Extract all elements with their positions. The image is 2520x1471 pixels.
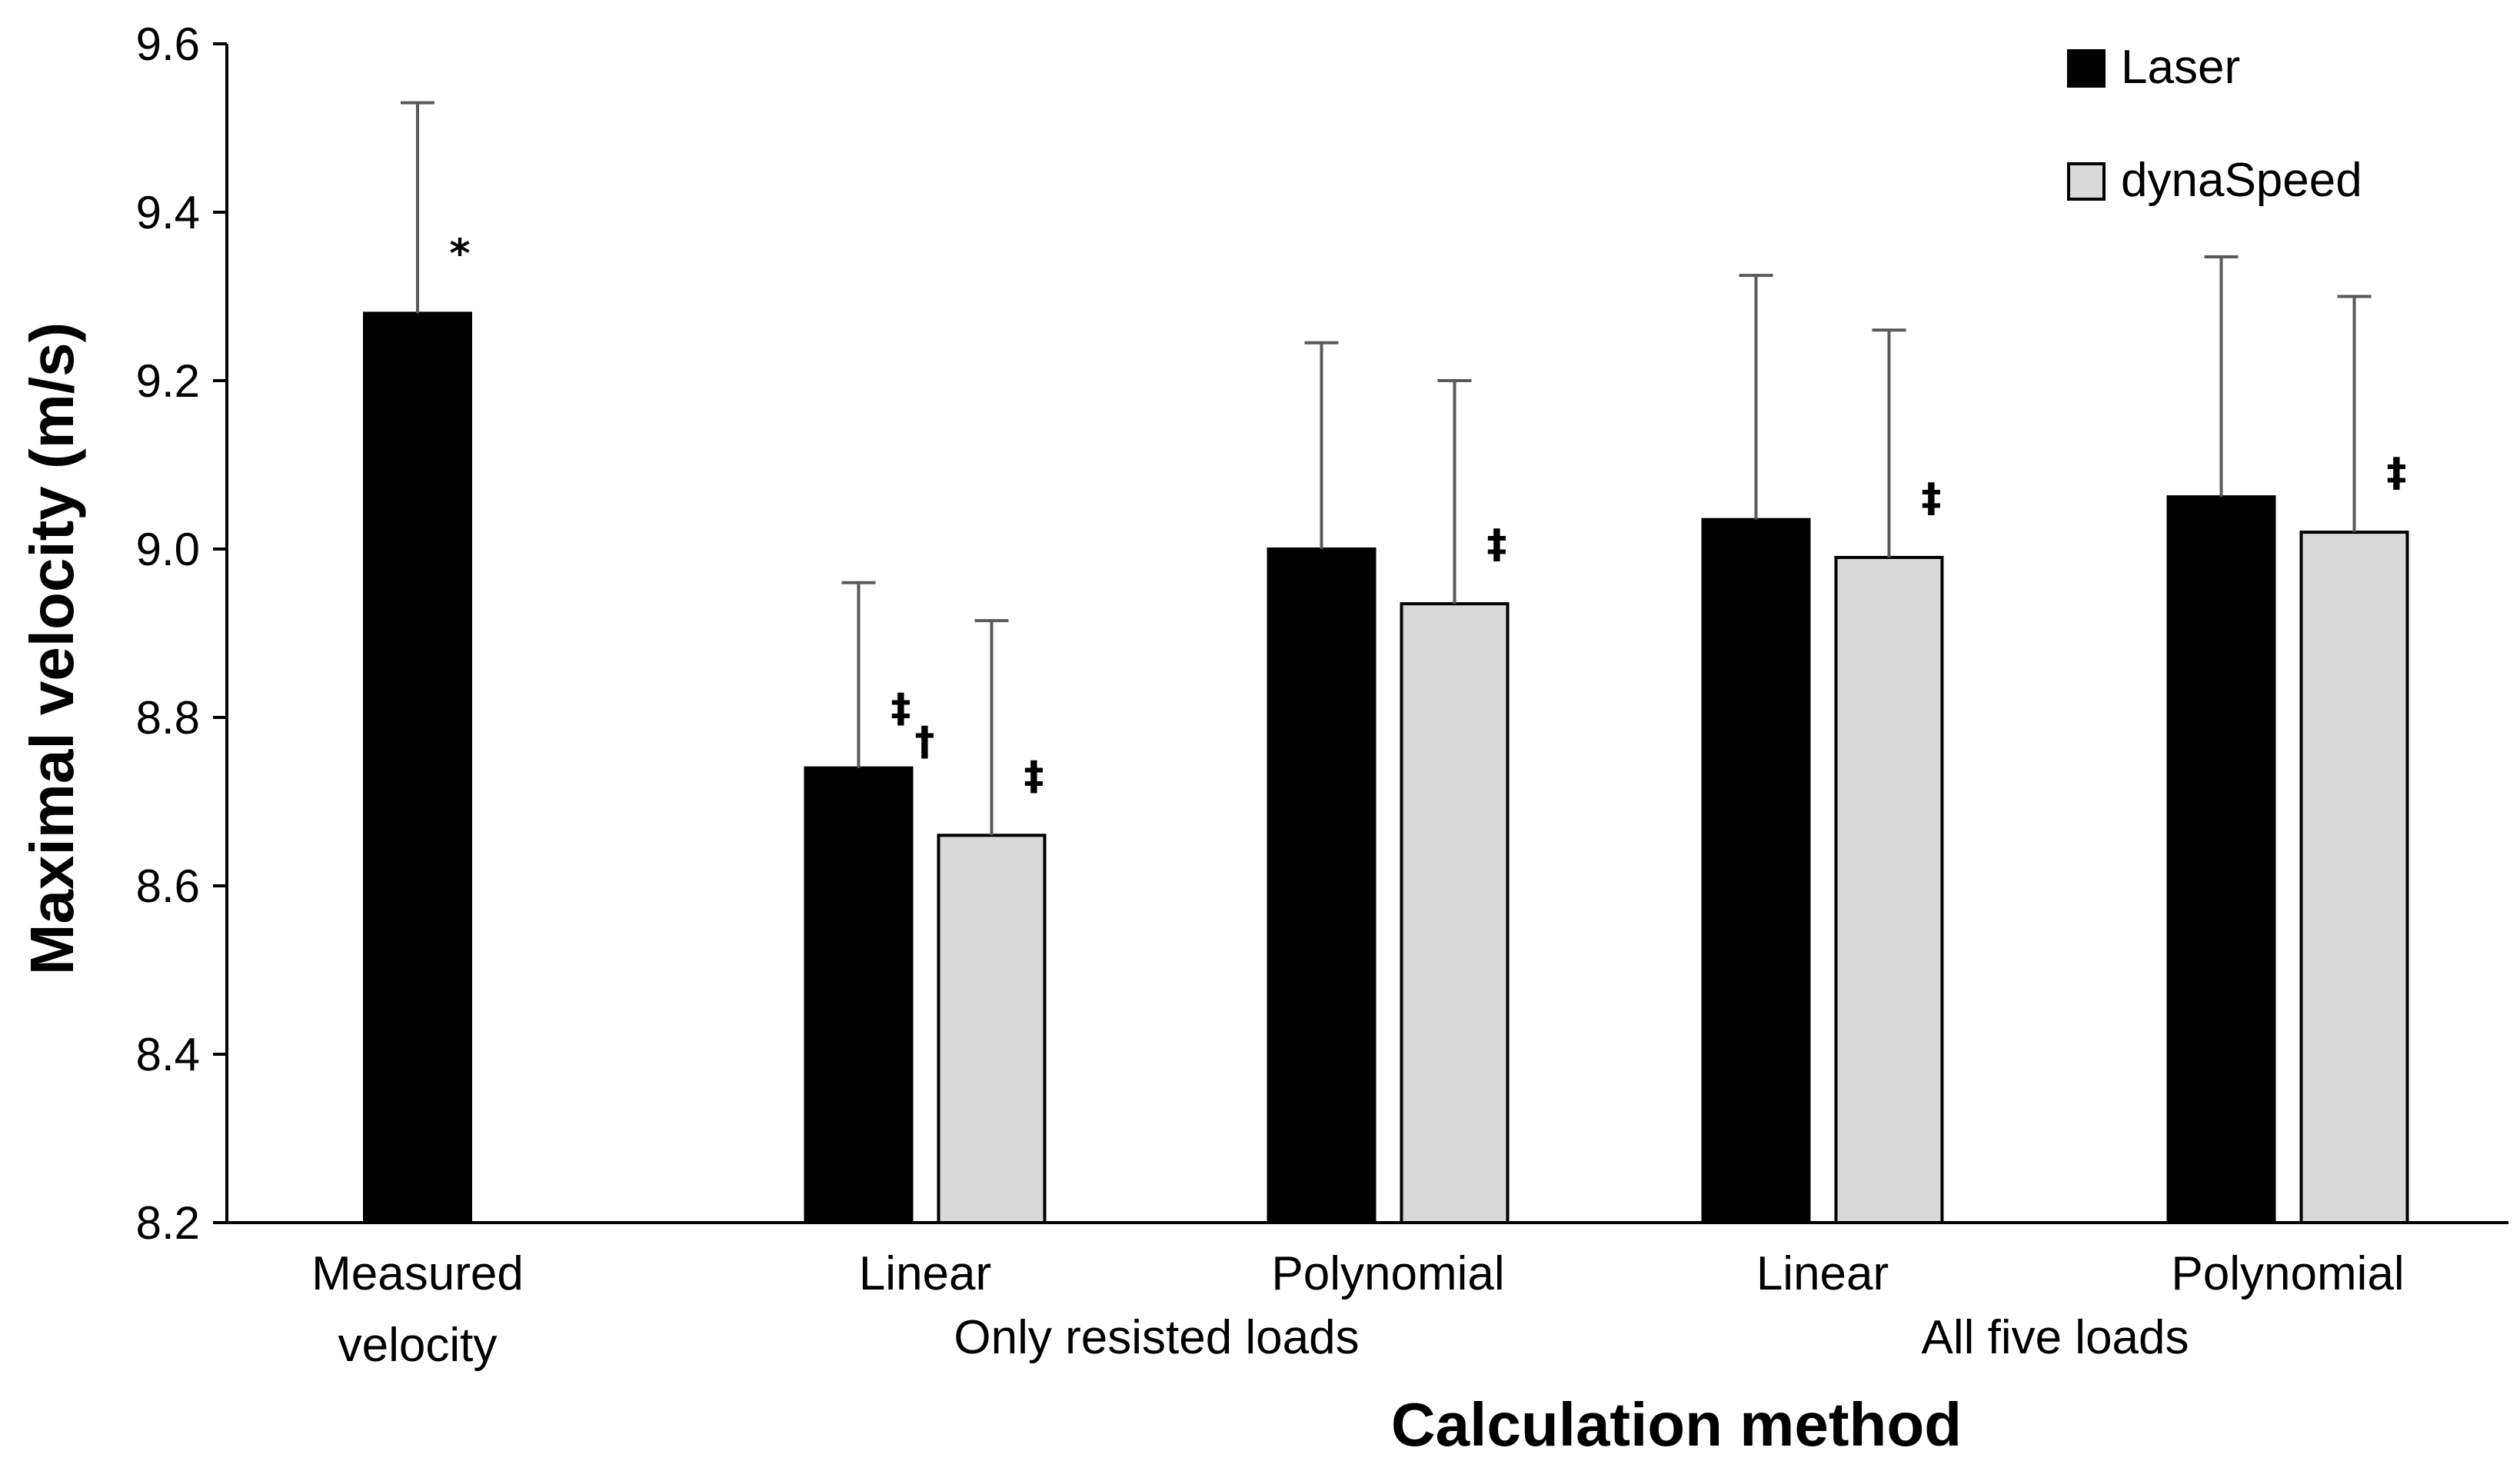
y-tick-label: 9.2 (136, 355, 200, 407)
significance-marker: † (915, 718, 935, 764)
bar-laser (1701, 518, 1811, 1224)
legend: Laser dynaSpeed (2067, 41, 2362, 207)
bar-laser (804, 766, 914, 1224)
bar-laser (2166, 495, 2276, 1224)
bar-dynaspeed (1834, 555, 1944, 1224)
y-tick-label: 8.6 (136, 860, 200, 912)
bar-dynaspeed (2299, 531, 2409, 1224)
category-label: Linear (859, 1247, 991, 1300)
group-label: Only resisted loads (954, 1311, 1359, 1364)
y-tick-label: 9.6 (136, 18, 200, 70)
group-label: All five loads (1921, 1311, 2189, 1364)
category-label: Measured (311, 1247, 524, 1300)
y-tick-label: 8.4 (136, 1029, 200, 1080)
y-tick-label: 8.2 (136, 1197, 200, 1249)
legend-swatch (2067, 49, 2106, 88)
category-label: Linear (1756, 1247, 1889, 1300)
bar-dynaspeed (937, 834, 1047, 1225)
bars-layer (363, 311, 2409, 1225)
bar-laser (1267, 547, 1377, 1224)
significance-marker: ‡ (2387, 450, 2407, 496)
significance-marker: ‡ (1922, 475, 1942, 521)
bar-dynaspeed (1400, 602, 1510, 1224)
y-axis-title: Maximal velocity (m/s) (18, 322, 86, 975)
labels-layer: 8.2 8.4 8.6 8.8 9.0 9.2 9.4 9.6 Maximal velocity… (18, 18, 2407, 1459)
significance-marker: ‡ (891, 686, 911, 732)
significance-marker: * (449, 231, 470, 277)
x-axis-title: Calculation method (1391, 1390, 1962, 1459)
error-bars-layer (401, 101, 2372, 836)
significance-marker: ‡ (1024, 753, 1044, 799)
category-label-line2: velocity (338, 1319, 498, 1372)
y-tick-label: 8.8 (136, 692, 200, 744)
legend-swatch (2067, 162, 2106, 201)
legend-label: dynaSpeed (2121, 154, 2362, 207)
y-tick-label: 9.0 (136, 524, 200, 575)
bar-laser (363, 311, 472, 1224)
legend-label: Laser (2121, 41, 2240, 94)
y-tick-label: 9.4 (136, 187, 200, 238)
significance-marker: ‡ (1487, 521, 1507, 567)
category-label: Polynomial (1271, 1247, 1504, 1300)
category-label: Polynomial (2171, 1247, 2404, 1300)
